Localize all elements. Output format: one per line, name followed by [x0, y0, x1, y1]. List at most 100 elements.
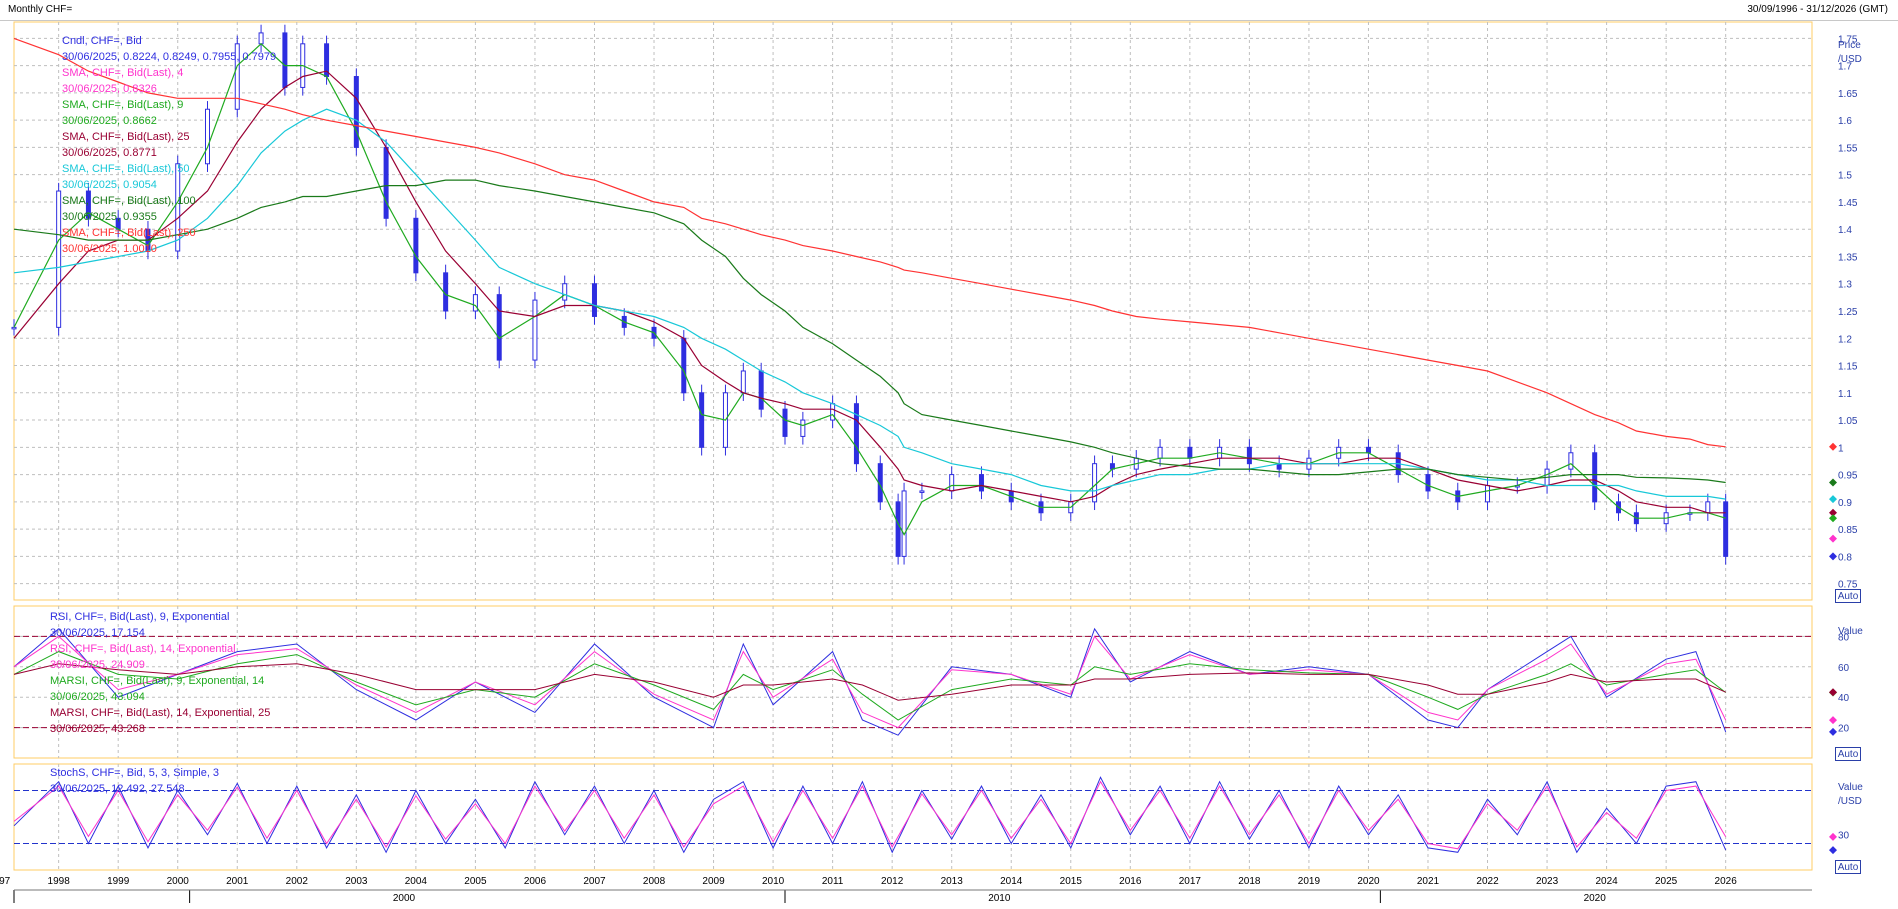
- candle-body: [204, 108, 210, 165]
- price-tick-label: 1.6: [1838, 116, 1852, 127]
- rsi-tick-label: 40: [1838, 693, 1850, 704]
- stoch-marker: [1829, 832, 1837, 841]
- price-tick-label: 1.2: [1838, 334, 1852, 345]
- sma-50-line: [13, 108, 1726, 500]
- x-tick-label: 2011: [822, 876, 844, 887]
- rsi-legend-value: 30/06/2025, 17.154: [50, 627, 145, 639]
- candle-body: [699, 392, 705, 448]
- price-tick-label: 1.7: [1838, 62, 1852, 73]
- price-panel-frame: [13, 21, 1813, 601]
- candle-body: [919, 490, 925, 493]
- candle-body: [1395, 452, 1401, 476]
- candle-body: [681, 337, 687, 394]
- price-tick-label: 1.15: [1838, 362, 1858, 373]
- rsi-marker: [1829, 688, 1837, 697]
- x-tick-label: 2025: [1655, 876, 1678, 887]
- rsi-legend-value: 30/06/2025, 43.268: [50, 723, 145, 735]
- stoch-legend-value: 30/06/2025, 12.492, 27.548: [50, 783, 185, 795]
- x-tick-label: 2016: [1119, 876, 1142, 887]
- candle-body: [758, 370, 764, 410]
- candle-body: [443, 272, 449, 312]
- x-tick-label: 2005: [464, 876, 487, 887]
- candle-body: [562, 283, 568, 301]
- rsi-marker: [1829, 716, 1837, 725]
- price-tick-label: 1: [1838, 443, 1844, 454]
- stoch-tick-label: 30: [1838, 831, 1850, 842]
- candle-body: [1092, 463, 1098, 503]
- date-range: 30/09/1996 - 31/12/2026 (GMT): [1747, 4, 1888, 15]
- price-legend-value: 30/06/2025, 0.8224, 0.8249, 0.7955, 0.79…: [62, 51, 276, 63]
- x-tick-label: 2003: [345, 876, 368, 887]
- candle-body: [258, 32, 264, 45]
- candle-body: [651, 326, 657, 339]
- x-decade-label: 2020: [1584, 893, 1607, 904]
- rsi-auto-scale-button[interactable]: Auto: [1835, 747, 1861, 761]
- candle-body: [895, 501, 901, 557]
- price-tick-label: 1.5: [1838, 171, 1852, 182]
- price-auto-scale-button[interactable]: Auto: [1835, 589, 1861, 603]
- price-tick-label: 1.05: [1838, 416, 1858, 427]
- x-decade-label: 2010: [988, 893, 1011, 904]
- candle-body: [11, 326, 17, 330]
- price-legend-label: SMA, CHF=, Bid(Last), 100: [62, 195, 196, 207]
- candle-body: [1723, 501, 1729, 557]
- candle-body: [1008, 490, 1014, 503]
- marsi-9-line: [13, 651, 1727, 721]
- price-tick-label: 0.8: [1838, 552, 1852, 563]
- sma-250-line: [13, 37, 1726, 448]
- price-marker: [1829, 534, 1837, 543]
- rsi-tick-label: 60: [1838, 663, 1850, 674]
- rsi-tick-label: 20: [1838, 724, 1850, 735]
- candle-body: [1485, 484, 1491, 503]
- candle-body: [1663, 512, 1669, 525]
- stoch-marker: [1829, 846, 1837, 855]
- rsi-legend-label: RSI, CHF=, Bid(Last), 9, Exponential: [50, 611, 229, 623]
- price-series: [11, 24, 1729, 565]
- candle-body: [115, 217, 121, 230]
- price-tick-label: 1.3: [1838, 280, 1852, 291]
- price-tick-label: 0.95: [1838, 471, 1858, 482]
- x-tick-label: 1997: [0, 876, 11, 887]
- legends: Cndl, CHF=, Bid 30/06/2025, 0.8224, 0.824…: [50, 35, 276, 795]
- price-legend-value: 30/06/2025, 0.9054: [62, 179, 157, 191]
- rsi-legend-label: MARSI, CHF=, Bid(Last), 9, Exponential, …: [50, 675, 264, 687]
- x-tick-label: 2021: [1417, 876, 1440, 887]
- x-tick-label: 2009: [702, 876, 725, 887]
- candle-body: [1276, 463, 1282, 470]
- rsi-axis-title: Value: [1838, 626, 1863, 637]
- rsi-panel-frame: [13, 605, 1813, 759]
- stoch-panel-frame: [13, 763, 1813, 871]
- x-decade-label: 2000: [393, 893, 416, 904]
- candle-body: [1306, 457, 1312, 470]
- candle-body: [1068, 501, 1074, 514]
- price-marker: [1829, 514, 1837, 523]
- rsi-tick-label: 80: [1838, 632, 1850, 643]
- candle-body: [1217, 446, 1223, 459]
- price-tick-label: 1.65: [1838, 89, 1858, 100]
- price-legend-label: SMA, CHF=, Bid(Last), 250: [62, 227, 196, 239]
- stoch-auto-scale-button[interactable]: Auto: [1835, 860, 1861, 874]
- price-legend-value: 30/06/2025, 0.8326: [62, 83, 157, 95]
- candle-body: [722, 392, 728, 448]
- price-legend-value: 30/06/2025, 0.9355: [62, 211, 157, 223]
- marsi-14-line: [13, 663, 1726, 701]
- x-tick-label: 1998: [48, 876, 71, 887]
- x-tick-label: 2018: [1238, 876, 1261, 887]
- price-tick-label: 1.55: [1838, 143, 1858, 154]
- candle-body: [591, 283, 597, 317]
- x-tick-label: 2010: [762, 876, 785, 887]
- candle-body: [1246, 446, 1252, 465]
- candle-body: [1687, 512, 1693, 515]
- candle-body: [1514, 484, 1520, 488]
- price-tick-label: 0.85: [1838, 525, 1858, 536]
- x-tick-label: 1999: [107, 876, 130, 887]
- stoch-legend-label: StochS, CHF=, Bid, 5, 3, Simple, 3: [50, 767, 219, 779]
- price-axis-unit: /USD: [1838, 54, 1862, 65]
- candle-body: [1592, 452, 1598, 503]
- price-legend-value: 30/06/2025, 0.8662: [62, 115, 157, 127]
- grid-lines: [13, 21, 1813, 871]
- candle-body: [1705, 501, 1711, 514]
- candle-body: [472, 294, 478, 312]
- candle-body: [1568, 452, 1574, 470]
